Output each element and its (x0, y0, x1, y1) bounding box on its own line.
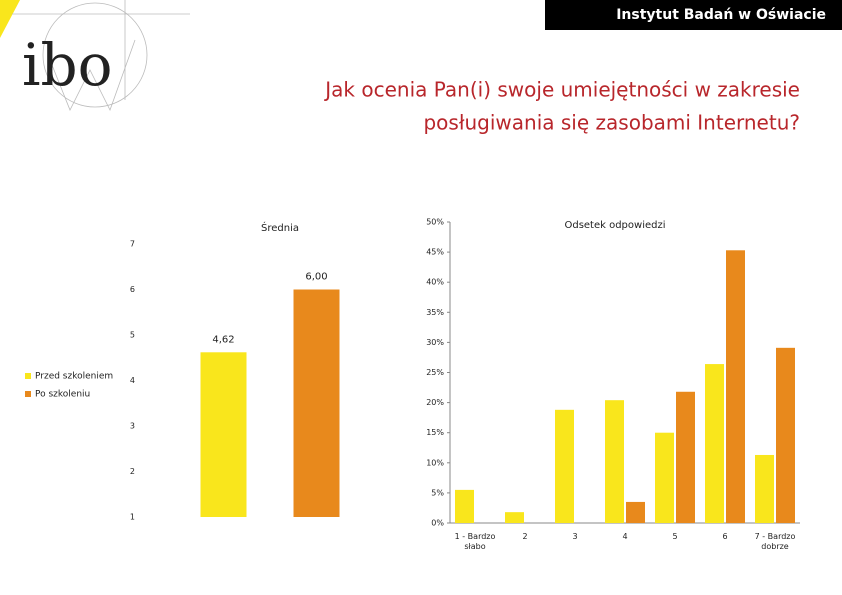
x-tick-label: 5 (672, 532, 678, 541)
bar (200, 352, 247, 517)
y-tick-label: 10% (426, 458, 444, 467)
bar (705, 364, 724, 523)
legend-label: Przed szkoleniem (35, 372, 113, 382)
y-tick-label: 1 (130, 513, 135, 522)
legend-swatch (25, 373, 31, 379)
y-tick-label: 2 (130, 467, 135, 476)
y-tick-label: 25% (426, 368, 444, 377)
logo-corner (0, 0, 20, 38)
y-tick-label: 30% (426, 338, 444, 347)
chart-title: Średnia (261, 221, 299, 234)
bar (626, 501, 645, 523)
bar (676, 391, 695, 523)
bar (505, 512, 524, 523)
y-tick-label: 20% (426, 398, 444, 407)
bar (605, 400, 624, 523)
x-tick-label: 2 (522, 532, 528, 541)
y-tick-label: 35% (426, 308, 444, 317)
bar (776, 347, 795, 523)
bar (455, 489, 474, 523)
logo: ibo (22, 31, 113, 99)
y-tick-label: 6 (130, 285, 135, 294)
bar (726, 250, 745, 523)
y-tick-label: 3 (130, 422, 135, 431)
slide-title: Jak ocenia Pan(i) swoje umiejętności w z… (323, 78, 800, 102)
header-bar (545, 0, 842, 30)
x-tick-label: 4 (622, 532, 628, 541)
x-tick-label: 6 (722, 532, 728, 541)
bar (755, 454, 774, 523)
bar (555, 409, 574, 523)
y-tick-label: 5% (431, 488, 444, 497)
x-tick-label: 3 (572, 532, 578, 541)
y-tick-label: 40% (426, 278, 444, 287)
x-tick-label: 1 - Bardzo słabo (454, 532, 496, 551)
y-tick-label: 4 (130, 376, 135, 385)
y-tick-label: 5 (130, 331, 135, 340)
slide-title: posługiwania się zasobami Internetu? (423, 111, 800, 135)
value-label: 6,00 (305, 272, 327, 283)
y-tick-label: 0% (431, 519, 444, 528)
institute: Instytut Badań w Oświacie (616, 7, 826, 23)
logo-lines (12, 0, 190, 112)
bar (293, 289, 340, 517)
y-tick-label: 15% (426, 428, 444, 437)
legend-swatch (25, 391, 31, 397)
chart-title: Odsetek odpowiedzi (564, 220, 665, 231)
y-tick-label: 45% (426, 248, 444, 257)
bar (655, 432, 674, 523)
legend-label: Po szkoleniu (35, 390, 90, 400)
x-tick-label: 7 - Bardzo dobrze (754, 532, 796, 551)
y-tick-label: 7 (130, 240, 135, 249)
value-label: 4,62 (212, 334, 234, 345)
y-tick-label: 50% (426, 218, 444, 227)
